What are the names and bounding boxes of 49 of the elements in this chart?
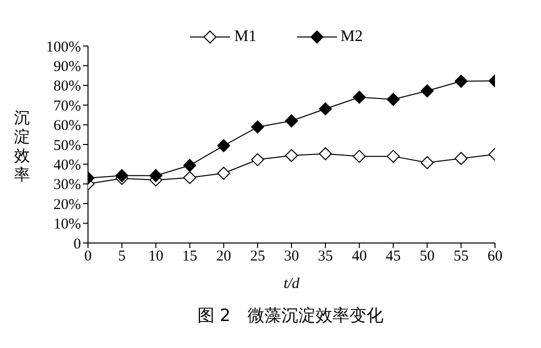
y-tick-label: 50% (54, 138, 81, 154)
y-tick-label: 10% (54, 216, 81, 233)
y-tick-label: 60% (54, 118, 81, 134)
x-tick-label: 10 (148, 248, 164, 265)
x-tick-label: 20 (216, 248, 232, 265)
point (183, 171, 196, 184)
point (352, 90, 366, 104)
x-tick-label: 35 (318, 248, 333, 265)
point (386, 150, 400, 163)
point (454, 152, 468, 165)
x-tick-label: 45 (386, 248, 401, 265)
y-tick-label: 20% (54, 196, 81, 213)
point (454, 74, 468, 88)
y-tick-label: 80% (54, 78, 81, 95)
x-tick-label: 60 (488, 248, 502, 265)
y-tick-label: 100% (46, 39, 81, 56)
x-axis-title: t/d (284, 276, 300, 292)
x-tick-label: 55 (454, 248, 469, 265)
y-tick-label: 70% (54, 98, 81, 114)
point (115, 169, 128, 182)
point (285, 149, 298, 162)
point (318, 102, 332, 116)
point (149, 169, 162, 182)
x-tick-label: 5 (118, 248, 126, 265)
x-tick-label: 0 (84, 248, 92, 265)
x-tick-label: 30 (284, 248, 299, 265)
x-tick-label: 50 (420, 248, 435, 265)
y-tick-label: 40% (54, 158, 81, 174)
point (420, 156, 434, 170)
legend-label: M1 (234, 28, 256, 46)
point (183, 158, 196, 172)
point (285, 114, 298, 128)
point (251, 120, 264, 134)
y-tick-label: 90% (54, 59, 81, 76)
point (217, 166, 230, 180)
x-tick-label: 25 (250, 248, 266, 265)
point (352, 150, 366, 163)
text: 图 2 微藻沉淀效率变化 (196, 305, 385, 327)
point (318, 147, 332, 160)
legend-label: M2 (340, 28, 363, 46)
x-tick-label: 15 (182, 248, 198, 265)
y-tick-label: 0 (74, 236, 81, 252)
y-tick-label: 30% (54, 177, 81, 194)
point (217, 139, 230, 152)
x-tick-label: 40 (352, 248, 367, 265)
point (386, 92, 400, 106)
point (420, 84, 434, 98)
y-axis-title: 沉淀效率 (14, 108, 31, 184)
point (251, 153, 264, 166)
